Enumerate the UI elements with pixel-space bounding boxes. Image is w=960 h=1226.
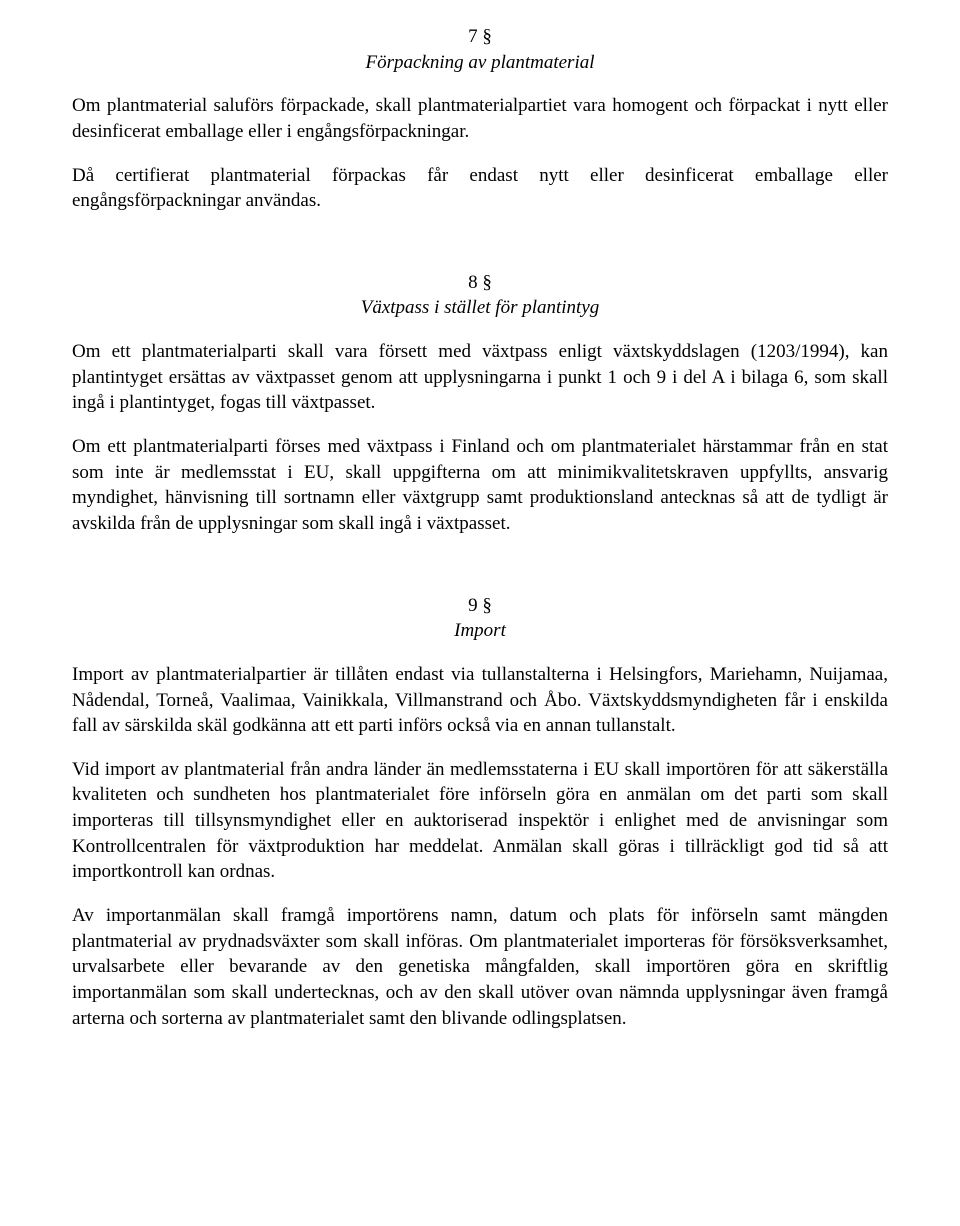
section-9-paragraph-1: Import av plantmaterialpartier är tillåt… xyxy=(72,662,888,739)
section-9-heading: Import xyxy=(72,618,888,644)
section-8-paragraph-1: Om ett plantmaterialparti skall vara för… xyxy=(72,339,888,416)
section-8-paragraph-2: Om ett plantmaterialparti förses med väx… xyxy=(72,434,888,537)
section-7-paragraph-2: Då certifierat plantmaterial förpackas f… xyxy=(72,163,888,214)
section-7-number: 7 § xyxy=(72,24,888,50)
section-7-paragraph-1: Om plantmaterial saluförs förpackade, sk… xyxy=(72,93,888,144)
section-9-paragraph-3: Av importanmälan skall framgå importören… xyxy=(72,903,888,1031)
section-8-heading: Växtpass i stället för plantintyg xyxy=(72,295,888,321)
section-9-number: 9 § xyxy=(72,593,888,619)
section-8-number: 8 § xyxy=(72,270,888,296)
section-9-paragraph-2: Vid import av plantmaterial från andra l… xyxy=(72,757,888,885)
section-7-heading: Förpackning av plantmaterial xyxy=(72,50,888,76)
